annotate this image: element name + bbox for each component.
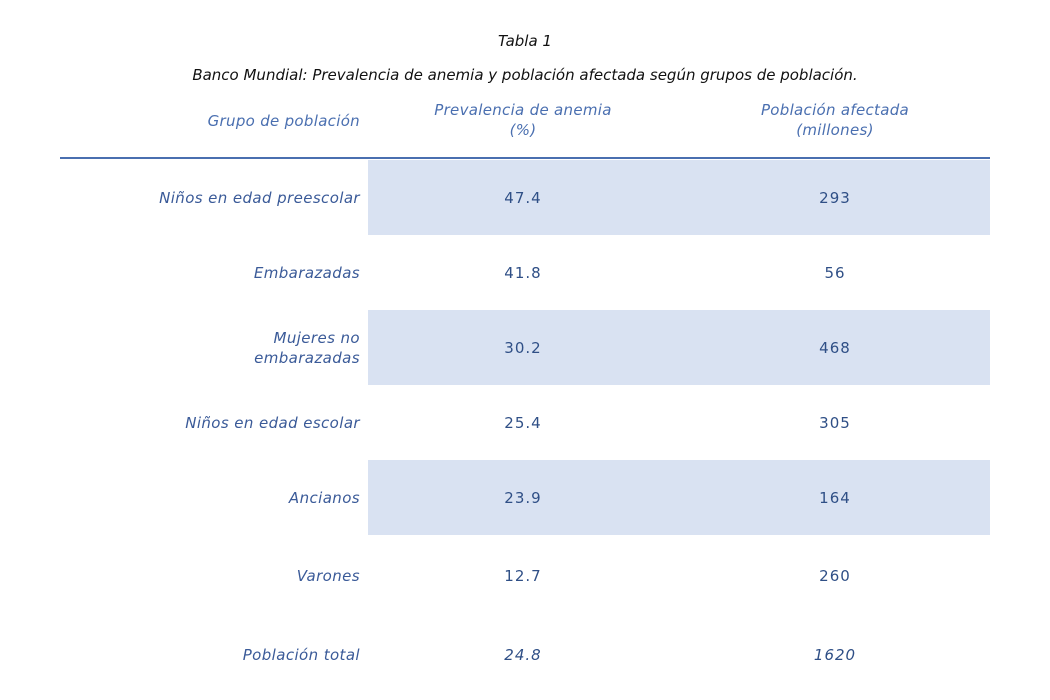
group-label: Ancianos <box>288 488 360 507</box>
table-row: Embarazadas 41.8 56 <box>60 235 990 310</box>
header-affected-line1: Población afectada <box>760 101 910 119</box>
group-label: Población total <box>242 645 360 664</box>
table-row: Ancianos 23.9 164 <box>60 460 990 535</box>
affected-cell: 1620 <box>813 645 857 664</box>
group-cell: Población total <box>60 617 360 692</box>
group-label: Niños en edad preescolar <box>159 188 360 207</box>
table-row-total: Población total 24.8 1620 <box>60 617 990 692</box>
group-cell: Embarazadas <box>60 235 360 310</box>
group-label: Embarazadas <box>253 263 360 282</box>
group-label-line1: Mujeres no <box>273 328 360 347</box>
prevalence-cell: 23.9 <box>504 488 542 507</box>
group-cell: Niños en edad preescolar <box>60 160 360 235</box>
header-prevalence: Prevalencia de anemia (%) <box>368 100 678 140</box>
table-number: Tabla 1 <box>498 32 552 50</box>
prevalence-cell: 30.2 <box>504 338 542 357</box>
prevalence-cell: 12.7 <box>504 566 542 585</box>
affected-cell: 56 <box>824 263 846 282</box>
table-row: Niños en edad preescolar 47.4 293 <box>60 160 990 235</box>
group-cell: Mujeres no embarazadas <box>60 310 360 385</box>
header-group: Grupo de población <box>207 112 360 130</box>
group-cell: Varones <box>60 538 360 613</box>
header-prevalence-line2: (%) <box>509 121 537 139</box>
group-cell: Niños en edad escolar <box>60 385 360 460</box>
table-row: Varones 12.7 260 <box>60 538 990 613</box>
affected-cell: 260 <box>819 566 851 585</box>
group-label: Niños en edad escolar <box>185 413 360 432</box>
affected-cell: 305 <box>819 413 851 432</box>
prevalence-cell: 24.8 <box>504 645 542 664</box>
header-prevalence-line1: Prevalencia de anemia <box>434 101 612 119</box>
prevalence-cell: 47.4 <box>504 188 542 207</box>
row-band <box>368 460 990 535</box>
group-label: Varones <box>296 566 360 585</box>
affected-cell: 164 <box>819 488 851 507</box>
header-affected: Población afectada (millones) <box>680 100 990 140</box>
table-caption: Banco Mundial: Prevalencia de anemia y p… <box>192 66 858 84</box>
group-label-line2: embarazadas <box>254 348 360 367</box>
table-row: Mujeres no embarazadas 30.2 468 <box>60 310 990 385</box>
row-band <box>368 160 990 235</box>
affected-cell: 293 <box>819 188 851 207</box>
prevalence-cell: 41.8 <box>504 263 542 282</box>
table-row: Niños en edad escolar 25.4 305 <box>60 385 990 460</box>
prevalence-cell: 25.4 <box>504 413 542 432</box>
header-affected-line2: (millones) <box>796 121 874 139</box>
row-band <box>368 310 990 385</box>
header-divider <box>60 157 990 159</box>
affected-cell: 468 <box>819 338 851 357</box>
group-cell: Ancianos <box>60 460 360 535</box>
